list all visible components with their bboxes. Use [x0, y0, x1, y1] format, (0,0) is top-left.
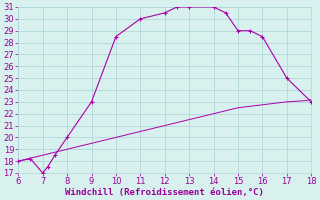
X-axis label: Windchill (Refroidissement éolien,°C): Windchill (Refroidissement éolien,°C)	[65, 188, 264, 197]
